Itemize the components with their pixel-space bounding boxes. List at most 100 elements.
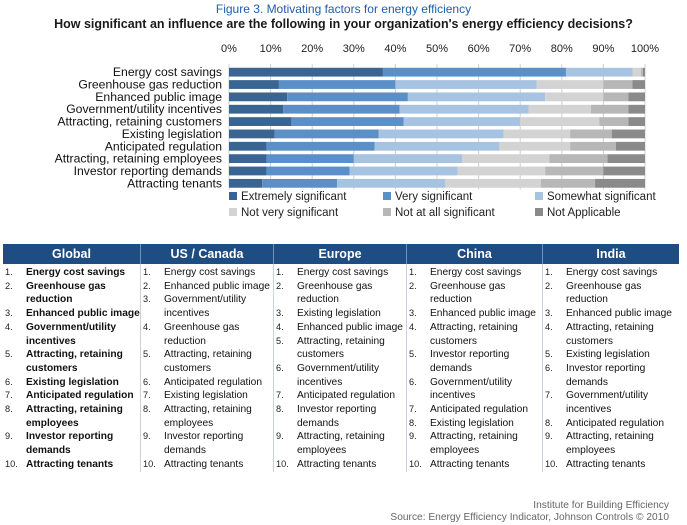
ranking-number: 2. bbox=[5, 280, 13, 291]
x-tick-label: 80% bbox=[551, 43, 573, 55]
category-label: Attracting, retaining employees bbox=[55, 152, 222, 166]
ranking-number: 2. bbox=[409, 280, 417, 291]
ranking-number: 9. bbox=[545, 431, 553, 442]
ranking-item: 1. Energy cost savings bbox=[3, 266, 140, 280]
ranking-text: Government/utility incentives bbox=[26, 321, 117, 347]
ranking-number: 5. bbox=[409, 349, 417, 360]
ranking-number: 5. bbox=[545, 349, 553, 360]
ranking-item: 7. Anticipated regulation bbox=[3, 389, 140, 403]
ranking-item: 1. Energy cost savings bbox=[141, 266, 273, 280]
ranking-item: 9. Investor reporting demands bbox=[3, 430, 140, 457]
ranking-item: 2. Greenhouse gas reduction bbox=[274, 280, 406, 307]
ranking-text: Greenhouse gas reduction bbox=[297, 280, 373, 306]
x-tick-label: 90% bbox=[592, 43, 614, 55]
ranking-item: 2. Greenhouse gas reduction bbox=[3, 280, 140, 307]
ranking-text: Energy cost savings bbox=[430, 267, 522, 278]
ranking-text: Existing legislation bbox=[26, 376, 119, 388]
ranking-text: Greenhouse gas reduction bbox=[26, 280, 106, 306]
ranking-item: 2. Greenhouse gas reduction bbox=[543, 280, 679, 307]
ranking-number: 9. bbox=[5, 431, 13, 442]
ranking-text: Enhanced public image bbox=[26, 308, 140, 320]
ranking-number: 1. bbox=[5, 267, 13, 277]
ranking-item: 3. Enhanced public image bbox=[543, 307, 679, 321]
ranking-column-europe: 1. Energy cost savings 2. Greenhouse gas re… bbox=[274, 264, 407, 472]
ranking-text: Attracting, retaining customers bbox=[566, 321, 654, 347]
ranking-number: 5. bbox=[143, 349, 151, 360]
bar-segment bbox=[611, 129, 645, 139]
legend-swatch bbox=[229, 192, 237, 200]
legend-item-very-significant: Very significant bbox=[383, 191, 472, 203]
ranking-number: 7. bbox=[5, 390, 13, 401]
bar-segment bbox=[503, 129, 571, 139]
ranking-item: 9. Attracting, retaining employees bbox=[274, 430, 406, 457]
ranking-number: 3. bbox=[5, 308, 13, 319]
ranking-item: 7. Anticipated regulation bbox=[274, 389, 406, 403]
x-tick-label: 40% bbox=[384, 43, 406, 55]
ranking-number: 8. bbox=[5, 404, 13, 415]
legend-label: Very significant bbox=[395, 191, 473, 203]
ranking-text: Government/utility incentives bbox=[566, 390, 649, 416]
column-header-india: India bbox=[596, 247, 626, 261]
ranking-item: 3. Enhanced public image bbox=[407, 307, 542, 321]
bar-segment bbox=[229, 166, 267, 176]
bar-segment bbox=[445, 178, 541, 188]
ranking-text: Enhanced public image bbox=[164, 280, 270, 292]
ranking-text: Attracting, retaining customers bbox=[26, 349, 123, 374]
column-header-global: Global bbox=[3, 244, 141, 264]
bar-segment bbox=[266, 141, 375, 151]
ranking-item: 3. Existing legislation bbox=[274, 307, 406, 321]
ranking-number: 7. bbox=[143, 390, 151, 401]
bar-segment bbox=[570, 129, 612, 139]
bar-segment bbox=[595, 178, 645, 188]
bar-segment bbox=[628, 117, 645, 126]
bar-segment bbox=[382, 67, 566, 77]
ranking-item: 2. Greenhouse gas reduction bbox=[407, 280, 542, 307]
ranking-text: Existing legislation bbox=[566, 349, 650, 361]
ranking-item: 4. Enhanced public image bbox=[274, 321, 406, 335]
category-label: Attracting tenants bbox=[127, 176, 222, 190]
ranking-number: 3. bbox=[545, 308, 553, 319]
bar-segment bbox=[291, 117, 404, 126]
bar-segment bbox=[590, 104, 629, 114]
x-tick-label: 30% bbox=[343, 43, 365, 55]
bar-segment bbox=[607, 154, 645, 164]
footer-source: Source: Energy Efficiency Indicator, Joh… bbox=[390, 512, 669, 523]
ranking-text: Enhanced public image bbox=[297, 321, 403, 333]
ranking-item: 10. Attracting tenants bbox=[274, 458, 406, 472]
ranking-item: 3. Enhanced public image bbox=[3, 307, 140, 321]
x-tick-label: 10% bbox=[260, 43, 282, 55]
ranking-text: Attracting tenants bbox=[164, 458, 244, 470]
ranking-column-us-canada: 1. Energy cost savings 2. Enhanced public i… bbox=[141, 264, 274, 472]
ranking-text: Investor reporting demands bbox=[297, 404, 377, 429]
ranking-text: Greenhouse gas reduction bbox=[164, 321, 240, 347]
ranking-number: 9. bbox=[143, 431, 151, 442]
ranking-item: 1. Energy cost savings bbox=[274, 266, 406, 280]
ranking-number: 4. bbox=[143, 321, 151, 332]
category-label: Greenhouse gas reduction bbox=[78, 78, 222, 92]
ranking-item: 8. Anticipated regulation bbox=[543, 417, 679, 431]
bar-segment bbox=[229, 117, 292, 126]
footer-institute: Institute for Building Efficiency bbox=[533, 500, 669, 511]
ranking-item: 1. Energy cost savings bbox=[543, 266, 679, 280]
bar-segment bbox=[545, 166, 604, 176]
ranking-number: 4. bbox=[545, 321, 553, 332]
ranking-text: Attracting, retaining employees bbox=[566, 431, 654, 457]
ranking-item: 6. Government/utility incentives bbox=[274, 362, 406, 389]
legend-label: Somewhat significant bbox=[547, 191, 656, 203]
ranking-text: Investor reporting demands bbox=[164, 431, 244, 457]
x-tick-label: 100% bbox=[631, 43, 659, 55]
ranking-item: 10. Attracting tenants bbox=[543, 458, 679, 472]
x-tick-label: 20% bbox=[301, 43, 323, 55]
x-axis-ticks: 0% 10% 20% 30% 40% 50% 60% 70% 80% 90% 100% bbox=[221, 43, 659, 55]
bar-segment bbox=[229, 92, 288, 102]
legend-swatch bbox=[229, 208, 237, 216]
stacked-bar-chart: 0% 10% 20% 30% 40% 50% 60% 70% 80% 90% 100% Energy… bbox=[55, 43, 660, 190]
ranking-text: Attracting tenants bbox=[297, 458, 377, 470]
bar-segment bbox=[407, 92, 546, 102]
bar-segment bbox=[283, 104, 400, 114]
legend-label: Extremely significant bbox=[241, 191, 347, 203]
ranking-text: Attracting, retaining employees bbox=[430, 431, 518, 457]
ranking-item: 4. Attracting, retaining customers bbox=[407, 321, 542, 348]
bar-segment bbox=[603, 92, 629, 102]
rankings-table: Global US / Canada Europe China India 1.… bbox=[3, 244, 679, 472]
